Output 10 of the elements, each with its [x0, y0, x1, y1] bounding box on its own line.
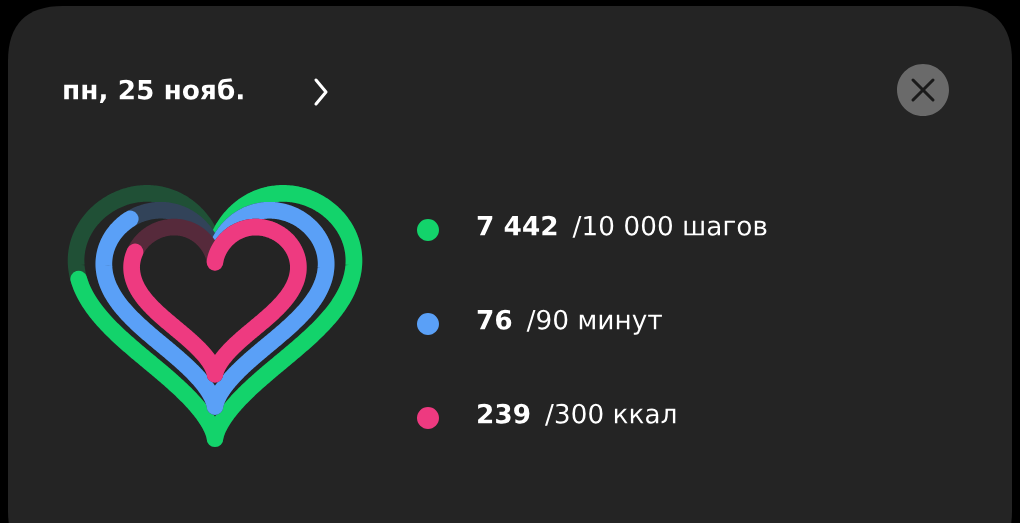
- category-label: минут: [579, 314, 662, 335]
- data-label: 76: [477, 309, 512, 330]
- data-label: 7 442: [477, 215, 557, 236]
- data-label: /90: [526, 309, 568, 332]
- category-label: шагов: [684, 220, 767, 236]
- data-label: /10 000: [572, 215, 672, 238]
- category-label: ккал: [614, 408, 676, 424]
- data-label: 239: [478, 403, 530, 424]
- data-label: /300: [544, 403, 603, 426]
- text: пн, 25 нояб.: [64, 78, 243, 104]
